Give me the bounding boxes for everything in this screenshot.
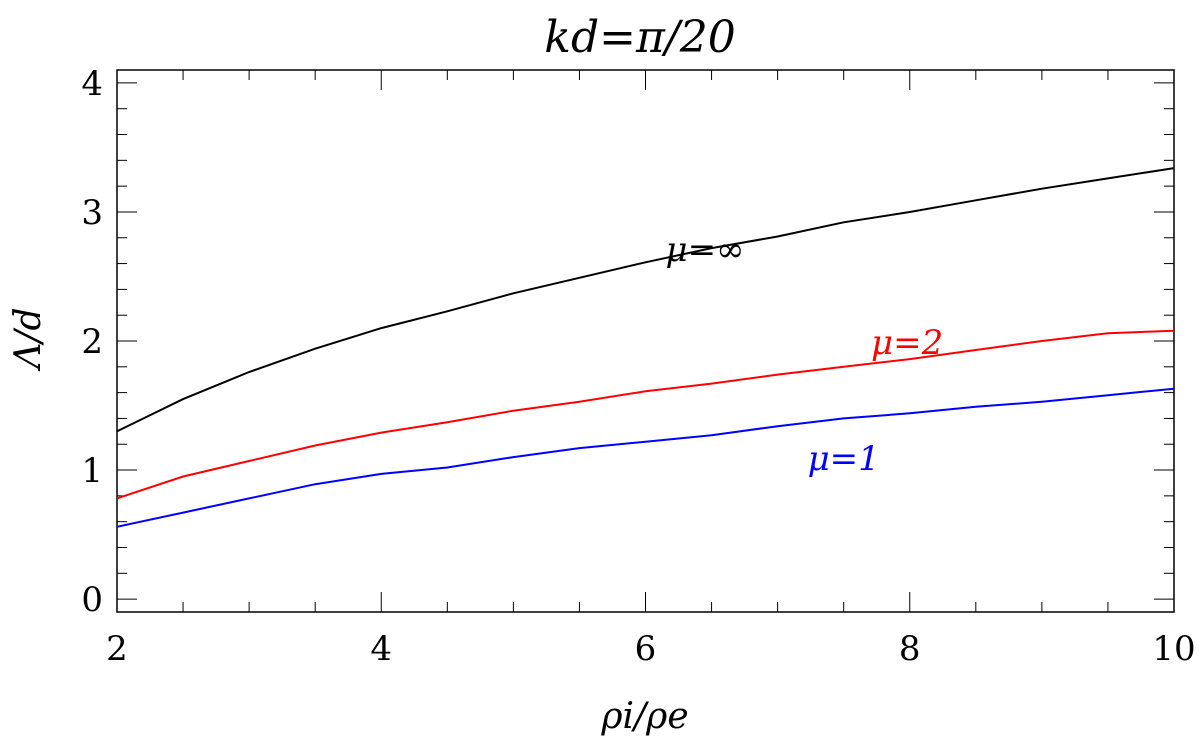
x-tick-label: 10	[1152, 629, 1195, 669]
y-tick-label: 0	[81, 580, 103, 620]
x-tick-label: 6	[635, 629, 657, 669]
y-tick-label: 2	[81, 322, 103, 362]
y-tick-label: 3	[81, 193, 103, 233]
x-axis-title: ρi/ρe	[600, 696, 688, 737]
axes: 2 4 6 8 10 0 1 2 3 4	[81, 64, 1195, 669]
series-label-1: μ=2	[871, 323, 943, 363]
x-tick-label: 4	[370, 629, 392, 669]
series-line-2	[116, 387, 1175, 528]
chart-title: kd=π/20	[544, 12, 735, 63]
x-tick-label: 2	[106, 629, 128, 669]
y-tick-label: 1	[81, 451, 103, 491]
series-label-0: μ=∞	[665, 230, 744, 270]
series-label-2: μ=1	[808, 439, 880, 479]
series-line-1	[116, 329, 1175, 500]
series-labels: μ=∞ μ=2 μ=1	[665, 230, 943, 479]
series-lines	[116, 167, 1175, 528]
x-tick-label: 8	[899, 629, 921, 669]
plot-frame	[116, 69, 1175, 613]
series-line-0	[116, 167, 1175, 433]
y-tick-label: 4	[81, 64, 103, 104]
y-axis-title: Λ/d	[8, 307, 49, 371]
